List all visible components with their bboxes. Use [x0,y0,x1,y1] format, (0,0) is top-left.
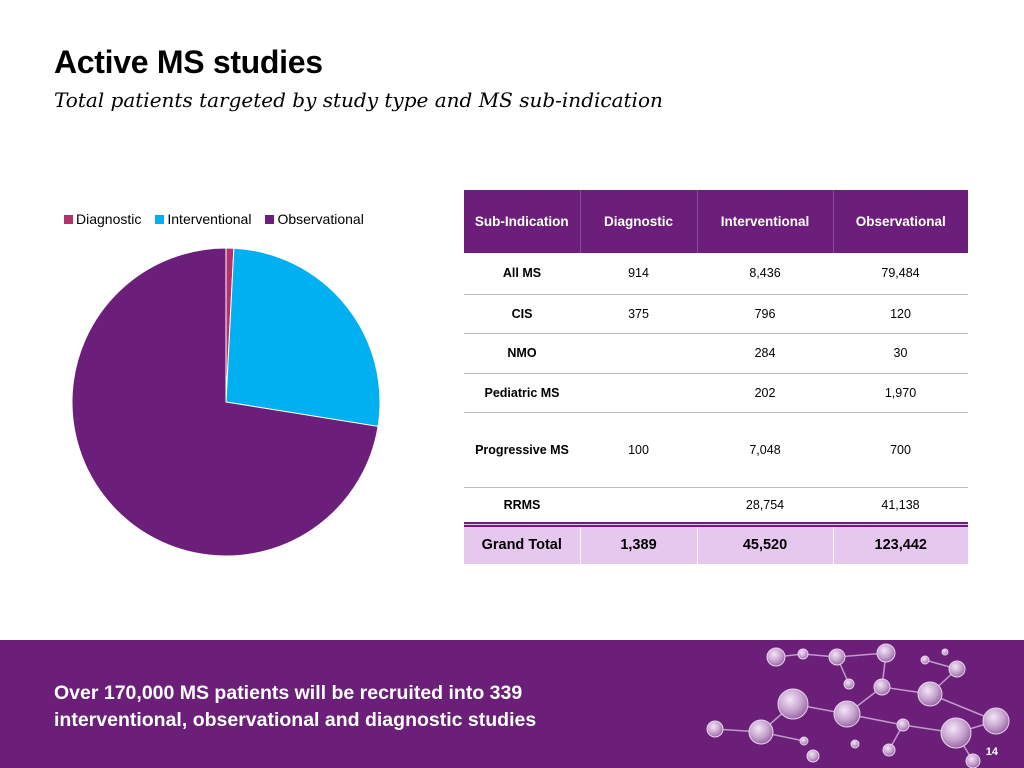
row-label: RRMS [503,497,541,512]
legend-label-interventional: Interventional [167,211,252,227]
legend-item-diagnostic: Diagnostic [64,211,141,227]
header-observational: Observational [833,190,968,253]
legend-item-interventional: Interventional [155,211,251,227]
table-row: RRMS 28,754 41,138 [464,487,968,524]
cell-observational: 700 [833,412,968,488]
cell-diagnostic: 375 [580,294,697,334]
legend-label-observational: Observational [277,211,364,227]
cell-interventional: 284 [697,333,833,374]
grand-total-diagnostic: 1,389 [579,521,697,564]
cell-interventional: 8,436 [697,253,833,295]
row-label: Pediatric MS [464,373,580,413]
study-table: Sub-Indication Diagnostic Interventional… [464,190,968,564]
cell-observational: 1,970 [833,373,968,413]
legend-swatch-diagnostic [64,214,73,224]
table-row: Pediatric MS 202 1,970 [464,373,968,413]
page-subtitle: Total patients targeted by study type an… [54,88,663,112]
cell-interventional: 7,048 [697,412,833,488]
table-row: CIS 375 796 120 [464,294,968,334]
legend-item-observational: Observational [265,211,364,227]
page-title: Active MS studies [54,44,323,80]
cell-diagnostic [580,373,697,413]
table-header-row: Sub-Indication Diagnostic Interventional… [464,190,968,253]
cell-observational: 41,138 [881,497,920,512]
row-label: CIS [464,294,580,334]
table-row: NMO 284 30 [464,333,968,374]
cell-diagnostic [580,333,697,374]
footer-line-1: Over 170,000 MS patients will be recruit… [54,682,523,704]
footer-message: Over 170,000 MS patients will be recruit… [54,680,536,734]
grand-total-interventional: 45,520 [696,521,833,564]
footer-banner: Over 170,000 MS patients will be recruit… [0,640,1024,768]
grand-total-row: Grand Total 1,389 45,520 123,442 [464,521,968,564]
legend-swatch-observational [265,214,275,224]
row-label: NMO [464,333,580,374]
table-row: All MS 914 8,436 79,484 [464,253,968,295]
cell-diagnostic [580,487,697,524]
cell-diagnostic: 100 [580,412,697,488]
cell-observational: 79,484 [833,253,968,295]
pie-slice-observational [71,247,379,557]
grand-total-observational: 123,442 [832,521,968,564]
cell-observational: 120 [833,294,968,334]
cell-observational: 30 [833,333,968,374]
header-sub-indication: Sub-Indication [464,190,581,253]
cell-interventional: 202 [697,373,833,413]
pie-slice-interventional [225,247,381,428]
cell-diagnostic: 914 [580,253,697,295]
row-label: All MS [464,253,580,295]
page-number: 14 [985,746,998,758]
header-interventional: Interventional [697,190,834,253]
legend-swatch-interventional [155,214,165,224]
cell-interventional: 796 [697,294,833,334]
chart-legend: Diagnostic Interventional Observational [64,211,364,227]
header-diagnostic: Diagnostic [580,190,698,253]
pie-chart [71,247,381,557]
table-row: Progressive MS 100 7,048 700 [464,412,968,488]
molecule-network-icon [706,643,1010,768]
row-label: Progressive MS [464,412,580,488]
legend-label-diagnostic: Diagnostic [76,211,142,227]
grand-total-label: Grand Total [464,521,580,564]
cell-interventional: 28,754 [745,497,785,512]
footer-line-2: interventional, observational and diagno… [54,709,537,731]
